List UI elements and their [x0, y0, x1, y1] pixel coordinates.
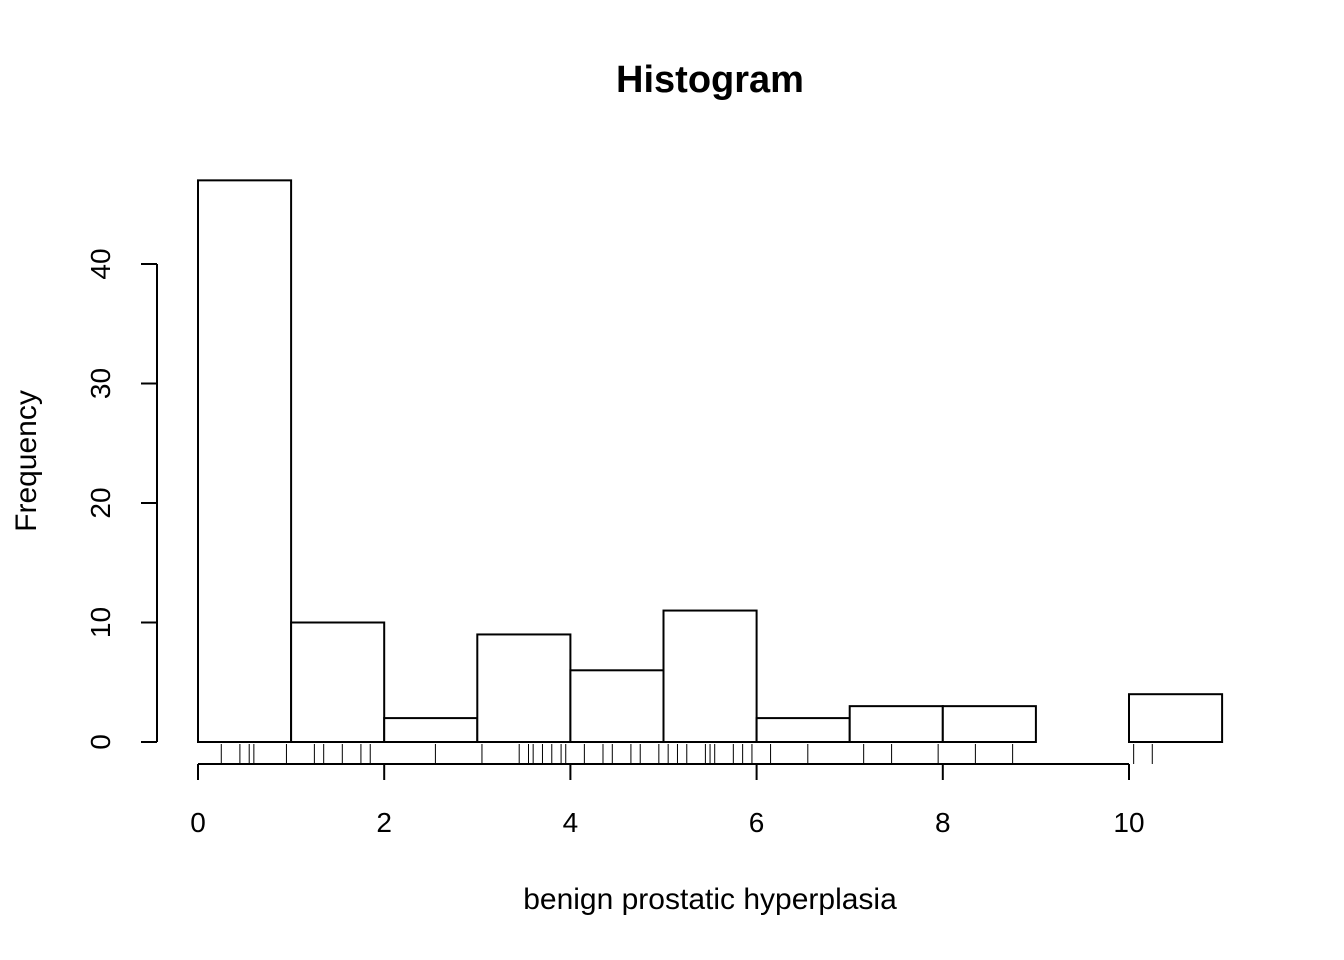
histogram-bar	[941, 705, 1037, 744]
y-tick-label: 30	[85, 368, 116, 399]
x-tick-label: 4	[563, 807, 579, 838]
histogram-bar	[197, 179, 293, 744]
x-tick-label: 6	[749, 807, 765, 838]
y-tick-label: 10	[85, 607, 116, 638]
histogram-bar	[383, 717, 479, 743]
y-tick-label: 0	[85, 734, 116, 750]
histogram-bar	[569, 669, 665, 743]
histogram-bar	[1128, 693, 1224, 744]
histogram-bar	[755, 717, 851, 743]
rug-group	[220, 744, 1153, 764]
histogram-bar	[662, 609, 758, 743]
histogram-bar	[290, 621, 386, 743]
histogram-bar	[848, 705, 944, 744]
x-axis: 0 2 4 6 8 10	[190, 763, 1145, 838]
y-axis: 0 10 20 30 40	[85, 248, 158, 750]
x-tick-label: 8	[935, 807, 951, 838]
x-tick-label: 2	[376, 807, 392, 838]
y-tick-label: 40	[85, 248, 116, 279]
x-tick-label: 0	[190, 807, 206, 838]
x-axis-label: benign prostatic hyperplasia	[523, 883, 897, 916]
y-tick-label: 20	[85, 487, 116, 518]
bars-group	[197, 179, 1224, 744]
y-axis-label: Frequency	[10, 390, 43, 532]
x-tick-label: 10	[1113, 807, 1144, 838]
chart-title: Histogram	[616, 59, 804, 101]
histogram-bar	[476, 633, 572, 744]
